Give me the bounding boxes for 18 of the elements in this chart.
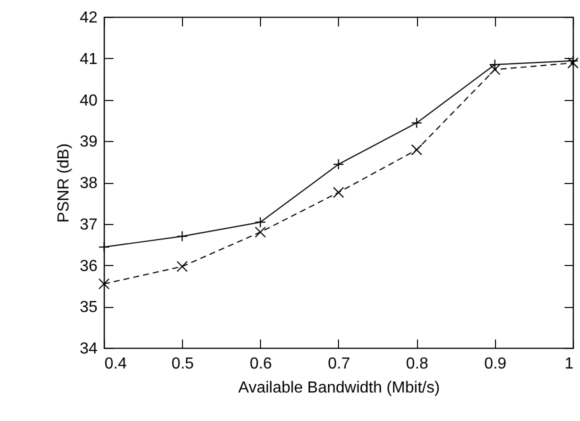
y-axis-title: PSNR (dB) xyxy=(56,143,73,223)
y-tick-label: 38 xyxy=(80,175,98,192)
x-tick-label: 0.9 xyxy=(484,356,507,372)
y-tick-label: 42 xyxy=(80,10,98,26)
y-tick-label: 35 xyxy=(80,299,98,316)
x-tick-label: 0.7 xyxy=(328,356,350,372)
x-tick-label: 0.6 xyxy=(250,356,272,372)
y-tick-label: 41 xyxy=(80,50,98,68)
y-tick-label: 40 xyxy=(80,92,98,110)
x-axis-title: Available Bandwidth (Mbit/s) xyxy=(238,380,440,396)
x-tick-label: 0.8 xyxy=(406,356,428,372)
y-tick-label: 39 xyxy=(80,134,98,151)
y-tick-label: 36 xyxy=(80,258,98,275)
y-tick-label: 37 xyxy=(80,216,98,234)
x-tick-label: 0.4 xyxy=(104,356,127,372)
y-tick-label: 34 xyxy=(80,340,98,358)
x-tick-label: 0.5 xyxy=(172,356,194,372)
x-tick-label: 1 xyxy=(564,356,574,372)
